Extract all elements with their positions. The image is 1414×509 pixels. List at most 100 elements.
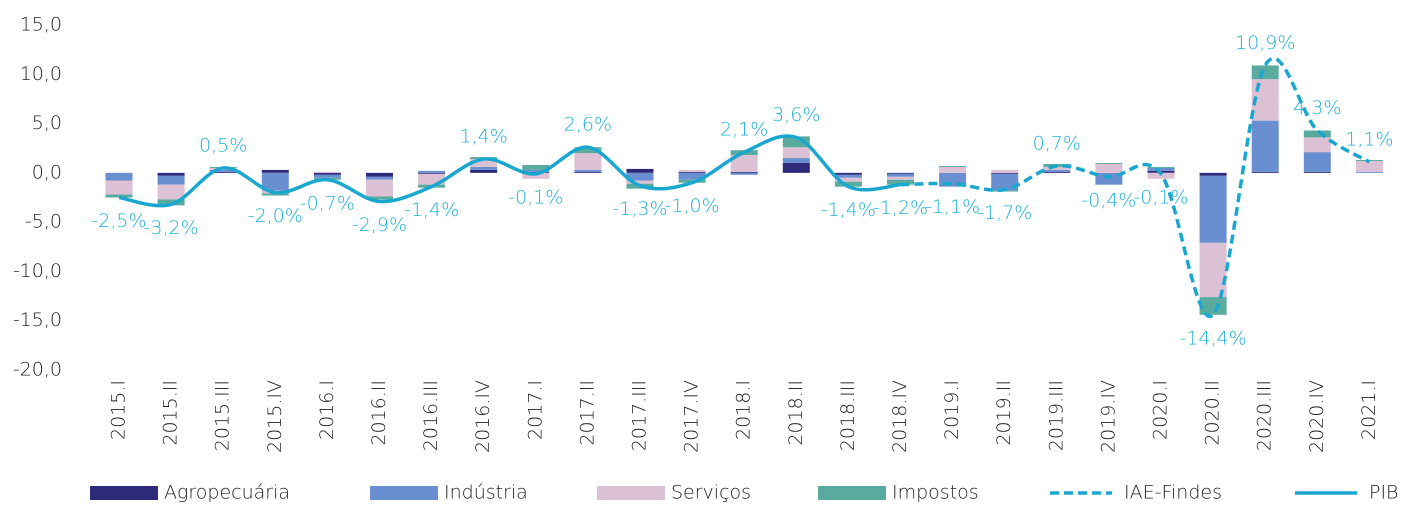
x-tick-label: 2020.IV <box>1306 380 1328 453</box>
bar-segment <box>209 171 237 173</box>
x-tick-label: 2020.II <box>1202 380 1224 446</box>
legend-swatch <box>597 486 665 500</box>
bar-segment <box>887 173 914 177</box>
bar-segment <box>366 176 393 180</box>
bar-segment <box>522 164 550 170</box>
x-tick-label: 2017.III <box>629 380 651 451</box>
bar-segment <box>1303 152 1331 172</box>
data-label: -2,5% <box>91 210 146 232</box>
data-label: -2,0% <box>248 205 303 227</box>
x-tick-label: 2019.IV <box>1097 380 1119 453</box>
data-label: -1,4% <box>821 199 876 221</box>
data-label: 2,6% <box>564 114 612 136</box>
data-label: 2,1% <box>720 119 768 141</box>
x-tick-label: 2015.II <box>160 380 182 446</box>
bar-segment <box>678 172 706 180</box>
bar-segment <box>574 147 602 154</box>
bar-segment <box>574 153 602 170</box>
bar-segment <box>1095 163 1123 164</box>
x-tick-label: 2017.II <box>576 380 598 446</box>
x-tick-label: 2021.I <box>1358 380 1380 440</box>
bar-segment <box>834 174 862 178</box>
bar-segment <box>887 176 914 180</box>
line-series <box>118 134 901 208</box>
bar-segment <box>105 194 133 198</box>
x-tick-label: 2016.II <box>368 380 390 446</box>
bar-segment <box>678 169 706 172</box>
bar-segment <box>626 168 654 173</box>
bar-segment <box>1355 171 1383 173</box>
y-tick-label: 10,0 <box>20 63 62 85</box>
bar-segment <box>366 179 393 197</box>
bar-segment <box>626 172 654 181</box>
bar-segment <box>991 169 1019 173</box>
bar-segment <box>678 171 706 173</box>
bar-segment <box>157 172 185 176</box>
bar-segment <box>782 158 810 163</box>
legend-swatch <box>370 486 438 500</box>
bar-segment <box>626 180 654 184</box>
x-tick-label: 2019.I <box>941 380 963 440</box>
x-tick-label: 2019.II <box>993 380 1015 446</box>
bar-segment <box>1095 163 1123 173</box>
bar-segment <box>834 181 862 187</box>
bar-segment <box>730 155 758 172</box>
bar-segment <box>834 172 862 175</box>
data-label: -1,4% <box>404 199 459 221</box>
data-label: -1,0% <box>665 195 720 217</box>
bar-segment <box>1095 172 1123 185</box>
data-label: -2,9% <box>352 214 407 236</box>
data-label: 0,5% <box>199 134 247 156</box>
bar-segment <box>418 172 446 174</box>
bar-segment <box>261 172 289 191</box>
bar-segment <box>730 171 758 173</box>
bar-segment <box>887 179 914 185</box>
bar-segment <box>157 199 185 206</box>
x-tick-label: 2016.IV <box>472 380 494 453</box>
bar-segment <box>157 175 185 185</box>
legend-label: Impostos <box>892 482 979 504</box>
data-label: -0,4% <box>1081 189 1136 211</box>
bar-segment <box>939 166 967 173</box>
x-tick-label: 2015.III <box>212 380 234 451</box>
bar-segment <box>730 172 758 175</box>
bar-segment <box>209 169 237 172</box>
bar-segment <box>1147 172 1175 179</box>
legend-label: Indústria <box>444 482 528 504</box>
y-tick-label: 15,0 <box>20 14 62 36</box>
bar-segment <box>1147 167 1175 171</box>
y-tick-label: 0,0 <box>32 161 62 183</box>
bar-segment <box>1199 297 1227 315</box>
data-label: -0,7% <box>300 192 355 214</box>
bar-segment <box>522 169 550 172</box>
x-tick-label: 2017.I <box>524 380 546 440</box>
bar-segment <box>522 172 550 179</box>
data-label: -14,4% <box>1179 327 1246 349</box>
bar-segment <box>1303 137 1331 153</box>
x-tick-label: 2018.I <box>733 380 755 440</box>
x-tick-label: 2016.III <box>420 380 442 451</box>
y-tick-label: -20,0 <box>13 359 62 381</box>
bar-segment <box>366 172 393 177</box>
legend-label: PIB <box>1369 482 1399 504</box>
bar-segment <box>1199 242 1227 298</box>
bar-segment <box>418 173 446 185</box>
bar-segment <box>574 171 602 173</box>
bar-segment <box>1043 166 1071 170</box>
bar-segment <box>574 169 602 172</box>
y-tick-label: -15,0 <box>13 309 62 331</box>
bar-segment <box>105 180 133 195</box>
x-tick-label: 2020.III <box>1254 380 1276 451</box>
bar-segment <box>261 193 289 196</box>
data-label: -1,1% <box>925 196 980 218</box>
x-tick-label: 2018.II <box>785 380 807 446</box>
legend-label: IAE-Findes <box>1124 482 1222 504</box>
bar-segment <box>313 171 341 173</box>
bar-segment <box>939 165 967 167</box>
data-label: 0,7% <box>1033 132 1081 154</box>
legend-swatch <box>90 486 158 500</box>
bar-segment <box>157 184 185 200</box>
bar-segment <box>1303 171 1331 173</box>
bar-segment <box>1251 171 1279 173</box>
